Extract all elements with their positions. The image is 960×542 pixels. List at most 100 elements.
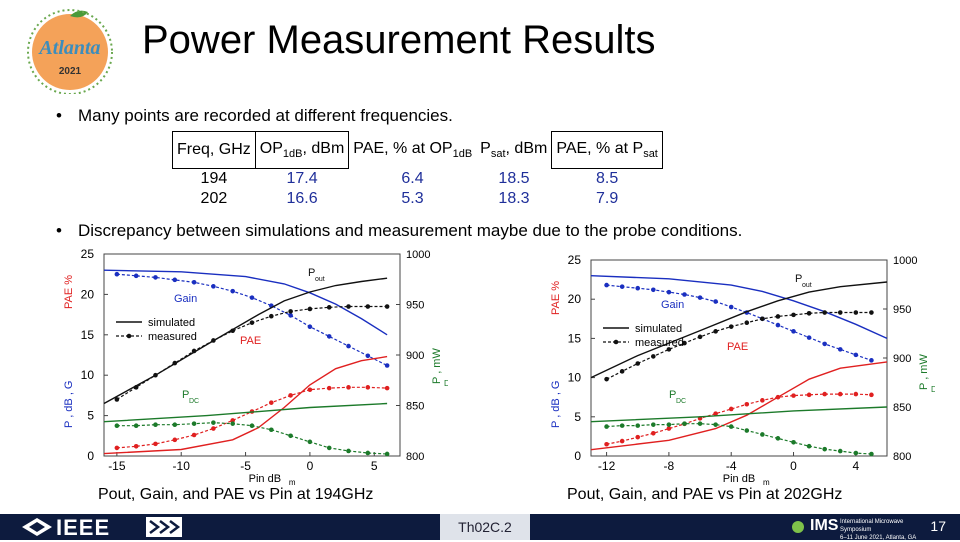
series-gain-point (619, 284, 625, 289)
cell-pae-psat: 7.9 (595, 190, 619, 207)
series-pae-point (172, 437, 178, 443)
series-pdc-point (114, 423, 120, 428)
cell-pae-op1db: 6.4 (401, 169, 424, 187)
bullet-text: Many points are recorded at different fr… (78, 106, 453, 125)
y-axis-label-pout-gain: P , dB , G (550, 381, 562, 429)
y-right-tick-label: 850 (406, 401, 424, 413)
logo-city-text: Atlanta (37, 37, 100, 59)
series-pdc-point (172, 422, 178, 427)
series-gain-point (288, 313, 293, 318)
series-pout-point (806, 311, 812, 316)
series-pout-point (153, 372, 158, 378)
series-pout-point (791, 312, 796, 318)
series-pae-point (153, 441, 158, 447)
chart-caption-194ghz: Pout, Gain, and PAE vs Pin at 194GHz (98, 486, 374, 503)
annotation-pout: P (308, 267, 315, 279)
series-pdc-point (806, 443, 812, 449)
series-gain-point (153, 275, 158, 280)
y-right-tick-label: 950 (893, 304, 911, 316)
series-pae-point (651, 430, 656, 436)
y-right-tick-label: 900 (406, 350, 424, 362)
series-pdc-point (153, 422, 158, 427)
series-pae-point (760, 398, 765, 403)
cell-op1db: 17.4 (286, 170, 318, 187)
cell-pae-psat: 8.5 (595, 170, 619, 187)
series-pdc-point (211, 420, 216, 425)
x-tick-label: -12 (598, 459, 616, 473)
series-pdc-point (869, 451, 874, 457)
series-pae-point (365, 385, 371, 390)
slide-id: Th02C.2 (440, 514, 530, 540)
series-pdc-point (230, 421, 235, 426)
series-gain-simulated-line (590, 275, 888, 340)
x-axis-label-sub: m (763, 478, 770, 486)
series-pdc-point (307, 439, 313, 445)
series-gain-point (211, 284, 216, 289)
series-pae-point (728, 406, 734, 412)
annotation-pdc-sub: DC (189, 398, 199, 405)
x-axis-label: Pin dB (723, 473, 755, 485)
series-pout-simulated-line (590, 281, 888, 379)
series-pout-point (604, 376, 609, 382)
x-tick-label: 5 (371, 459, 378, 473)
series-pae-measured-line (606, 393, 872, 445)
series-pdc-point (791, 439, 796, 445)
series-gain-point (326, 334, 332, 339)
cell-freq: 194 (200, 170, 228, 187)
ims-wordmark: IMS (810, 517, 839, 534)
annotation-pae: PAE (240, 335, 261, 347)
series-pout-point (269, 313, 274, 319)
series-gain-point (230, 288, 235, 294)
y-left-tick-label: 20 (568, 292, 582, 306)
y-axis-label-pdc-sub: DC (444, 379, 448, 388)
annotation-pdc-sub: DC (676, 398, 686, 405)
y-left-tick-label: 15 (81, 328, 95, 342)
series-pout-point (172, 360, 178, 366)
x-tick-label: 4 (852, 459, 859, 473)
series-pae-point (713, 411, 718, 416)
series-pdc-point (269, 427, 274, 433)
series-gain-point (837, 347, 843, 352)
x-tick-label: -5 (240, 459, 251, 473)
series-pae-point (326, 385, 332, 391)
series-pdc-point (775, 436, 781, 441)
series-pout-point (682, 340, 687, 346)
x-tick-label: -10 (173, 459, 191, 473)
x-axis-label-sub: m (289, 478, 296, 486)
y-axis-label-pae: PAE % (550, 281, 562, 315)
annotation-pdc: P (669, 389, 676, 401)
page-number: 17 (930, 518, 946, 534)
series-gain-simulated-line (103, 269, 388, 336)
series-pout-point (666, 347, 672, 352)
series-pdc-point (822, 446, 827, 452)
cell-op1db: 16.6 (286, 190, 318, 207)
series-pdc-point (666, 422, 672, 427)
series-pdc-point (133, 423, 139, 428)
y-right-tick-label: 950 (406, 300, 424, 312)
series-pdc-point (682, 421, 687, 426)
ims-globe-icon (792, 521, 804, 533)
y-axis-label-pdc: P , mW (431, 348, 443, 384)
series-pdc-point (288, 433, 293, 439)
series-pdc-point (744, 428, 750, 433)
series-pout-point (713, 329, 718, 334)
y-left-tick-label: 5 (87, 409, 94, 423)
header-psat: Psat, dBm (480, 139, 548, 161)
series-pae-point (346, 385, 351, 390)
series-gain-point (728, 304, 734, 310)
series-gain-point (172, 277, 178, 283)
series-gain-point (775, 322, 781, 328)
series-gain-point (697, 295, 703, 300)
bullet-text: Discrepancy between simulations and meas… (78, 221, 743, 240)
bullet-item-2: • Discrepancy between simulations and mea… (56, 221, 743, 240)
y-left-tick-label: 0 (574, 449, 581, 463)
legend-simulated-label: simulated (148, 317, 195, 329)
y-axis-label-pout-gain: P , dB , G (63, 381, 75, 429)
series-gain-point (682, 292, 687, 297)
y-right-tick-label: 900 (893, 353, 911, 365)
series-pae-point (191, 432, 197, 438)
series-pae-point (744, 401, 750, 407)
series-gain-point (384, 363, 390, 368)
series-pdc-point (384, 451, 390, 457)
series-gain-point (191, 279, 197, 285)
